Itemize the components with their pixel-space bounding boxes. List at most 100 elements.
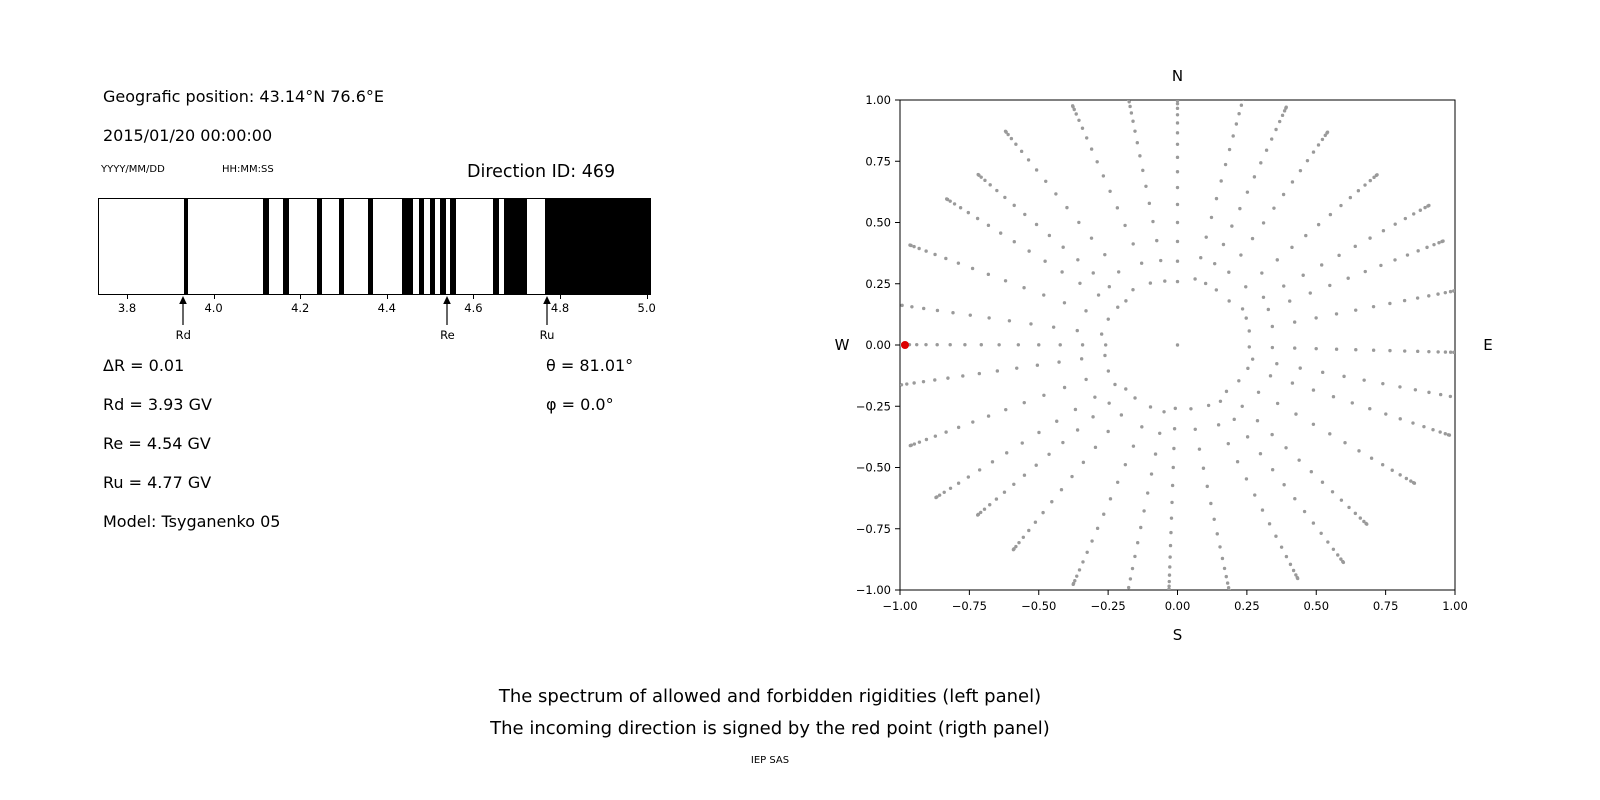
scatter-point	[1175, 113, 1180, 117]
scatter-point	[893, 303, 896, 306]
scatter-point	[1436, 292, 1440, 296]
scatter-point	[1012, 482, 1016, 486]
datetime-label: 2015/01/20 00:00:00	[103, 126, 273, 145]
scatter-point	[994, 497, 999, 501]
scatter-point	[1089, 147, 1094, 151]
scatter-point	[1343, 441, 1347, 445]
scatter-point	[1415, 296, 1420, 300]
scatter-point	[1060, 270, 1064, 274]
scatter-point	[1085, 550, 1089, 554]
scatter-point	[1141, 168, 1145, 173]
scatter-point	[1115, 480, 1120, 484]
caption-line1: The spectrum of allowed and forbidden ri…	[498, 686, 1042, 707]
scatter-point	[1443, 290, 1448, 295]
y-tick-label: 0.75	[865, 154, 891, 168]
scatter-point	[1284, 446, 1288, 450]
scatter-point	[1212, 261, 1217, 266]
x-tick-label: 4.0	[204, 301, 223, 315]
scatter-point	[1368, 236, 1372, 240]
scatter-point	[1209, 215, 1214, 220]
scatter-point	[1346, 276, 1350, 280]
scatter-point	[1033, 520, 1038, 524]
direction-label-south: S	[1173, 626, 1183, 644]
scatter-point	[884, 301, 887, 304]
scatter-point	[1223, 162, 1228, 167]
scatter-point	[1214, 196, 1219, 201]
scatter-point	[998, 231, 1003, 235]
scatter-point	[1284, 554, 1289, 559]
forbidden-band	[418, 199, 424, 294]
scatter-point	[1240, 307, 1245, 311]
scatter-point	[979, 175, 983, 179]
scatter-point	[1234, 122, 1239, 126]
scatter-point	[1007, 319, 1012, 323]
marker-label: Re	[440, 328, 455, 342]
scatter-point	[1059, 487, 1064, 492]
phi-label: φ = 0.0°	[546, 395, 614, 414]
y-tick-label: −0.75	[856, 522, 891, 536]
scatter-point	[1380, 462, 1385, 467]
x-tick-label: 4.6	[464, 301, 483, 315]
scatter-point	[975, 216, 980, 221]
scatter-point	[1212, 517, 1216, 521]
scatter-point	[1281, 192, 1286, 197]
scatter-point	[1065, 205, 1069, 210]
x-tick-label: 0.75	[1373, 599, 1399, 613]
scatter-point	[1057, 360, 1061, 364]
scatter-point	[1268, 374, 1273, 378]
scatter-point	[970, 266, 975, 271]
scatter-point	[1239, 253, 1243, 257]
geo-position-label: Geografic position: 43.14°N 76.6°E	[103, 87, 384, 106]
scatter-point	[908, 243, 912, 247]
scatter-point	[1175, 121, 1180, 125]
scatter-point	[1055, 419, 1059, 423]
scatter-point	[1230, 224, 1234, 228]
scatter-point	[1393, 258, 1397, 262]
scatter-point	[1311, 388, 1316, 392]
scatter-point	[1388, 348, 1392, 353]
scatter-point	[986, 223, 991, 228]
scatter-point	[1091, 415, 1095, 419]
scatter-point	[1247, 329, 1251, 333]
y-tick-label: −0.25	[856, 399, 891, 413]
scatter-point	[1027, 249, 1031, 253]
scatter-point	[1171, 465, 1175, 470]
scatter-point	[1384, 412, 1388, 416]
scatter-point	[1320, 137, 1325, 142]
marker-arrow-icon	[443, 296, 452, 325]
scatter-point	[1403, 216, 1408, 221]
scatter-point	[1354, 308, 1358, 312]
scatter-point	[933, 434, 938, 438]
scatter-point	[917, 440, 922, 444]
forbidden-band	[492, 199, 499, 294]
scatter-point	[1226, 441, 1230, 446]
scatter-point	[1131, 119, 1135, 123]
marker-arrow-icon	[543, 296, 551, 325]
scatter-point	[1135, 541, 1140, 545]
credit-label: IEP SAS	[750, 755, 790, 767]
scatter-point	[1358, 516, 1363, 520]
scatter-point	[1368, 407, 1372, 411]
scatter-point	[1247, 345, 1251, 349]
scatter-point	[1017, 540, 1021, 545]
scatter-point	[1228, 589, 1231, 590]
forbidden-band	[544, 199, 650, 294]
scatter-point	[1133, 554, 1137, 559]
scatter-point	[1274, 534, 1278, 538]
scatter-point	[1438, 430, 1442, 434]
scatter-point	[1320, 370, 1325, 375]
scatter-point	[1260, 508, 1265, 512]
time-format-label: HH:MM:SS	[222, 164, 274, 175]
scatter-point	[1357, 449, 1361, 453]
scatter-point	[1264, 148, 1269, 152]
scatter-point	[966, 475, 971, 479]
scatter-point	[1175, 106, 1180, 111]
scatter-point	[1003, 279, 1008, 283]
scatter-point	[1320, 480, 1325, 484]
scatter-point	[1113, 382, 1117, 387]
scatter-point	[1085, 136, 1089, 140]
x-tick	[646, 295, 648, 299]
scatter-point	[1158, 431, 1162, 435]
scatter-point	[1061, 440, 1065, 445]
scatter-point	[1148, 405, 1153, 409]
